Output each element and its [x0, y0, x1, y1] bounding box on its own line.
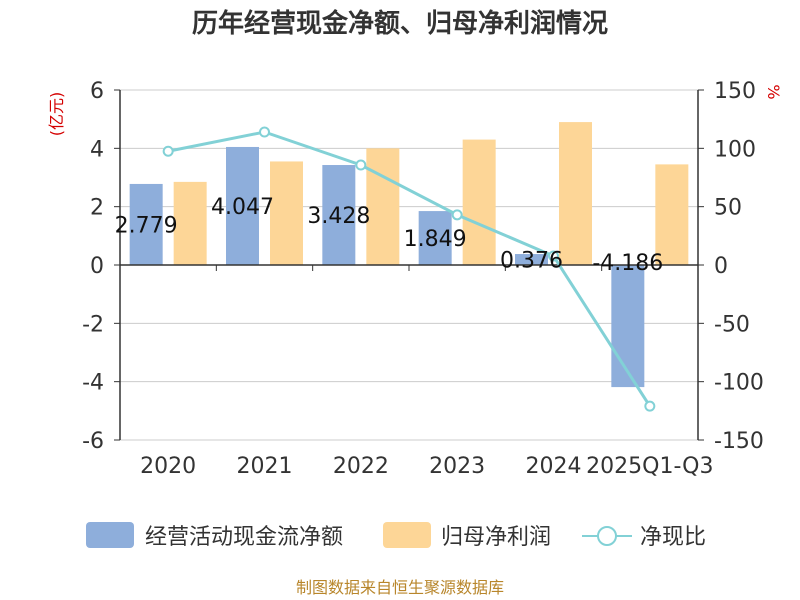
ratio-line-path: [167, 130, 652, 407]
right-tick-label: 50: [714, 196, 742, 221]
chart-title: 历年经营现金净额、归母净利润情况: [192, 8, 608, 39]
ratio-point: [259, 126, 270, 138]
ratio-point: [644, 400, 656, 412]
legend[interactable]: 经营活动现金流净额 归母净利润 净现比: [86, 522, 706, 550]
bar-value-label: 4.047: [211, 195, 274, 220]
bar-net-profit: [270, 161, 303, 265]
right-axis-unit: %: [764, 84, 783, 99]
right-tick-label: -150: [714, 429, 764, 454]
bar-value-label: 2.779: [115, 213, 178, 238]
bar-net-profit: [462, 139, 496, 265]
left-tick-label: 2: [90, 196, 104, 221]
data-source-note: 制图数据来自恒生聚源数据库: [296, 578, 504, 597]
ratio-point: [451, 209, 463, 221]
left-tick-label: -6: [82, 429, 104, 454]
bars: [129, 122, 689, 388]
x-tick-label: 2024: [526, 454, 582, 479]
legend-label-operating-cash[interactable]: 经营活动现金流净额: [145, 525, 343, 550]
axes: [114, 89, 704, 441]
legend-swatch-operating-cash[interactable]: [86, 522, 134, 548]
left-axis-unit: (亿元): [47, 92, 66, 137]
bar-operating-cash: [226, 146, 259, 265]
legend-swatch-net-profit[interactable]: [383, 522, 431, 548]
bar-net-profit: [559, 122, 592, 265]
x-tick-label: 2023: [429, 454, 485, 479]
right-tick-label: 100: [714, 137, 756, 162]
left-tick-label: 6: [90, 79, 104, 104]
ratio-line: [162, 126, 656, 412]
bar-value-label: 1.849: [404, 227, 467, 252]
bar-net-profit: [655, 164, 689, 265]
ratio-point: [548, 250, 559, 262]
bar-operating-cash: [129, 183, 163, 265]
left-tick-label: 4: [90, 137, 104, 162]
bar-value-label: 3.428: [307, 204, 370, 229]
legend-label-net-profit[interactable]: 归母净利润: [441, 525, 551, 550]
x-tick-label: 2021: [237, 454, 293, 479]
right-tick-label: 150: [714, 79, 756, 104]
tick-labels: 6 4 2 0 -2 -4 -6 150 100 50 0 -50 -100 -150 2020 2021 20…: [82, 79, 764, 479]
left-tick-label: 0: [90, 254, 104, 279]
bar-operating-cash: [322, 165, 356, 265]
legend-swatch-ratio-marker[interactable]: [597, 526, 617, 546]
bar-value-label: 0.376: [500, 249, 563, 274]
ratio-point: [355, 159, 367, 171]
bar-value-label: -4.186: [592, 251, 663, 276]
right-tick-label: -50: [714, 312, 750, 337]
ratio-point: [162, 145, 174, 157]
left-tick-label: -4: [82, 371, 104, 396]
right-tick-label: 0: [714, 254, 728, 279]
legend-label-ratio[interactable]: 净现比: [640, 525, 706, 550]
data-labels: 2.779 4.047 3.428 1.849 0.376 -4.186: [115, 195, 664, 276]
x-tick-label: 2025Q1-Q3: [586, 454, 713, 479]
left-tick-label: -2: [82, 312, 104, 337]
x-tick-label: 2020: [140, 454, 196, 479]
x-tick-label: 2022: [333, 454, 389, 479]
bar-operating-cash: [515, 254, 548, 265]
bar-operating-cash: [418, 211, 452, 265]
bar-net-profit: [173, 181, 207, 265]
bar-operating-cash: [611, 265, 645, 388]
bar-net-profit: [366, 148, 400, 265]
right-tick-label: -100: [714, 371, 764, 396]
